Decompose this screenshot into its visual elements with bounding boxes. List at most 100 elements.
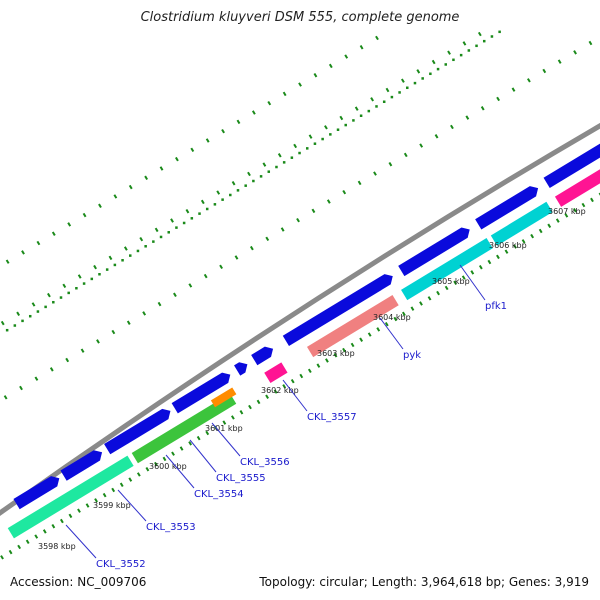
outer-dot (444, 63, 448, 66)
inner-tick (290, 378, 295, 384)
outer-dot (321, 137, 324, 141)
outer-tick (344, 54, 349, 59)
inner-tick (128, 477, 133, 482)
outer-dot (267, 170, 271, 173)
outer-tick (111, 329, 116, 335)
outer-tick (313, 72, 318, 78)
outer-dot (290, 156, 294, 159)
gene-label: CKL_3552 (96, 559, 146, 570)
outer-dot (5, 328, 9, 332)
outer-tick (588, 40, 593, 46)
inner-tick (581, 202, 586, 208)
outer-tick (51, 231, 56, 236)
outer-tick (108, 255, 113, 261)
inner-tick (436, 290, 440, 296)
gene-labels: CKL_3552 CKL_3553 CKL_3554 CKL_3555 CKL_3556… (65, 264, 507, 570)
outer-tick (416, 69, 421, 74)
outer-tick (326, 199, 331, 204)
outer-dot (105, 268, 109, 271)
outer-tick (62, 283, 67, 289)
inner-tick (42, 529, 47, 534)
outer-tick (511, 87, 516, 92)
outer-tick (434, 134, 439, 139)
outer-dot (382, 100, 386, 104)
outer-tick (231, 181, 236, 186)
inner-tick (453, 280, 458, 285)
outer-tick (447, 50, 451, 55)
outer-dot (205, 207, 209, 211)
forward-gene (251, 346, 274, 366)
outer-dot (90, 277, 94, 281)
inner-tick (547, 223, 552, 229)
genome-backbone (0, 122, 600, 516)
outer-tick (185, 208, 190, 214)
leader-line (459, 264, 486, 301)
outer-dot (13, 324, 17, 327)
outer-dot (36, 310, 40, 313)
forward-gene (282, 274, 393, 347)
accession-text: Accession: NC_009706 (10, 575, 147, 589)
outer-dot (459, 53, 463, 57)
inner-tick (410, 306, 415, 311)
leader-line (165, 454, 195, 489)
outer-tick (450, 124, 454, 130)
outer-tick (31, 302, 36, 307)
outer-tick (144, 175, 149, 181)
outer-dot (252, 179, 255, 183)
inner-tick (572, 208, 577, 213)
outer-tick (190, 147, 195, 153)
outer-dot (375, 105, 378, 108)
outer-dot (113, 263, 117, 267)
outer-tick (496, 96, 501, 102)
inner-tick (444, 285, 449, 291)
outer-tick (157, 301, 162, 307)
outer-tick (175, 156, 179, 162)
outer-dot (52, 300, 55, 304)
outer-dot (175, 226, 178, 229)
outer-tick (354, 106, 359, 111)
outer-tick (557, 59, 562, 64)
outer-dot (313, 142, 317, 145)
outer-dot (305, 147, 309, 150)
forward-gene (60, 450, 103, 481)
outer-tick (403, 152, 408, 158)
outer-tick (19, 385, 23, 391)
inner-tick (34, 534, 39, 539)
inner-tick (136, 472, 141, 477)
inner-tick (256, 399, 261, 405)
outer-dot (352, 119, 355, 122)
inner-tick (590, 197, 594, 203)
leader-line (189, 439, 217, 473)
inner-tick (17, 544, 22, 550)
reverse-strand-genes (7, 169, 600, 539)
outer-tick (128, 184, 133, 190)
outer-dot (406, 86, 409, 90)
outer-tick (262, 162, 267, 167)
inner-tick (8, 549, 13, 555)
inner-tick (419, 301, 423, 306)
inner-tick (350, 342, 355, 348)
inner-tick (248, 404, 252, 410)
inner-tick (393, 316, 398, 322)
inner-tick (521, 239, 526, 244)
outer-tick (47, 292, 51, 298)
outer-tick (296, 217, 300, 223)
inner-tick (119, 482, 124, 488)
outer-tick (0, 320, 5, 326)
kbp-tick-label: 3603 kbp (317, 349, 355, 358)
outer-dot (75, 286, 78, 290)
outer-tick (21, 250, 25, 255)
outer-tick (93, 264, 97, 270)
inner-tick (282, 384, 287, 389)
outer-tick (16, 311, 21, 317)
outer-tick (77, 274, 82, 279)
outer-tick (49, 367, 54, 372)
outer-tick (324, 125, 328, 130)
outer-tick (400, 78, 405, 83)
inner-tick (154, 461, 158, 467)
outer-dot (475, 44, 478, 48)
outer-tick (282, 91, 287, 97)
kbp-tick-label: 3602 kbp (261, 386, 299, 395)
inner-tick (85, 503, 90, 508)
